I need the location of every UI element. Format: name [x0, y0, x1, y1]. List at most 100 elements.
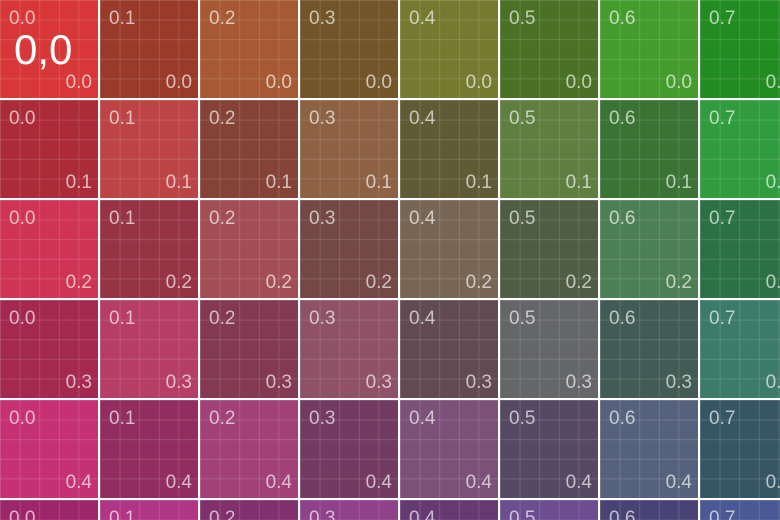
tile: 0.1 0.2 [100, 200, 198, 298]
tile: 0.6 0.1 [600, 100, 698, 198]
tile: 0.6 0.0 [600, 0, 698, 98]
v-label: 0.0 [765, 72, 780, 93]
v-label: 0.4 [65, 472, 92, 493]
tile: 0.1 0.1 [100, 100, 198, 198]
v-label: 0.3 [765, 372, 780, 393]
tile: 0.0 0.3 [0, 300, 98, 398]
u-label: 0.3 [309, 108, 336, 129]
tile: 0.3 0.1 [300, 100, 398, 198]
v-label: 0.0 [665, 72, 692, 93]
u-label: 0.0 [9, 408, 36, 429]
u-label: 0.3 [309, 508, 336, 520]
tile: 0.0 0.2 [0, 200, 98, 298]
u-label: 0.7 [709, 508, 736, 520]
tile: 0.30.5 [300, 500, 398, 520]
u-label: 0.6 [609, 8, 636, 29]
tile: 0.60.5 [600, 500, 698, 520]
u-label: 0.6 [609, 308, 636, 329]
v-label: 0.2 [65, 272, 92, 293]
v-label: 0.1 [765, 172, 780, 193]
v-label: 0.4 [265, 472, 292, 493]
v-label: 0.0 [565, 72, 592, 93]
u-label: 0.4 [409, 408, 436, 429]
v-label: 0.2 [365, 272, 392, 293]
v-label: 0.1 [365, 172, 392, 193]
u-label: 0.7 [709, 308, 736, 329]
tile: 0.2 0.1 [200, 100, 298, 198]
tile: 0.0 0.0 0,0 [0, 0, 98, 98]
tile: 0.20.5 [200, 500, 298, 520]
tile: 0.3 0.2 [300, 200, 398, 298]
tile: 0.00.5 [0, 500, 98, 520]
tile: 0.1 0.3 [100, 300, 198, 398]
v-label: 0.2 [565, 272, 592, 293]
v-label: 0.3 [565, 372, 592, 393]
v-label: 0.2 [465, 272, 492, 293]
origin-label: 0,0 [14, 26, 73, 73]
u-label: 0.2 [209, 208, 236, 229]
tile: 0.5 0.3 [500, 300, 598, 398]
tile: 0.40.5 [400, 500, 498, 520]
u-label: 0.0 [9, 508, 36, 520]
tile: 0.3 0.4 [300, 400, 398, 498]
tile: 0.2 0.3 [200, 300, 298, 398]
v-label: 0.1 [465, 172, 492, 193]
u-label: 0.5 [509, 508, 536, 520]
v-label: 0.2 [265, 272, 292, 293]
tile: 0.1 0.0 [100, 0, 198, 98]
u-label: 0.3 [309, 308, 336, 329]
tile: 0.0 0.1 [0, 100, 98, 198]
v-label: 0.4 [565, 472, 592, 493]
u-label: 0.2 [209, 8, 236, 29]
u-label: 0.0 [9, 8, 36, 29]
u-label: 0.6 [609, 108, 636, 129]
u-label: 0.4 [409, 508, 436, 520]
u-label: 0.5 [509, 408, 536, 429]
u-label: 0.4 [409, 308, 436, 329]
u-label: 0.4 [409, 208, 436, 229]
v-label: 0.1 [565, 172, 592, 193]
v-label: 0.0 [365, 72, 392, 93]
tile: 0.70.5 [700, 500, 780, 520]
v-label: 0.1 [65, 172, 92, 193]
v-label: 0.3 [465, 372, 492, 393]
v-label: 0.3 [265, 372, 292, 393]
u-label: 0.1 [109, 408, 136, 429]
tile: 0.6 0.2 [600, 200, 698, 298]
u-label: 0.7 [709, 208, 736, 229]
v-label: 0.0 [65, 72, 92, 93]
tile: 0.2 0.2 [200, 200, 298, 298]
tile: 0.7 0.3 [700, 300, 780, 398]
u-label: 0.7 [709, 108, 736, 129]
tile: 0.6 0.4 [600, 400, 698, 498]
u-label: 0.6 [609, 508, 636, 520]
u-label: 0.3 [309, 8, 336, 29]
tile: 0.5 0.2 [500, 200, 598, 298]
v-label: 0.2 [765, 272, 780, 293]
tile: 0.5 0.1 [500, 100, 598, 198]
tile: 0.7 0.0 [700, 0, 780, 98]
tile: 0.7 0.4 [700, 400, 780, 498]
v-label: 0.4 [765, 472, 780, 493]
tile: 0.50.5 [500, 500, 598, 520]
u-label: 0.6 [609, 208, 636, 229]
u-label: 0.6 [609, 408, 636, 429]
v-label: 0.3 [165, 372, 192, 393]
u-label: 0.1 [109, 108, 136, 129]
u-label: 0.2 [209, 408, 236, 429]
u-label: 0.5 [509, 8, 536, 29]
u-label: 0.2 [209, 508, 236, 520]
tile: 0.10.5 [100, 500, 198, 520]
u-label: 0.3 [309, 208, 336, 229]
u-label: 0.1 [109, 208, 136, 229]
u-label: 0.2 [209, 308, 236, 329]
tile: 0.7 0.2 [700, 200, 780, 298]
u-label: 0.0 [9, 308, 36, 329]
u-label: 0.3 [309, 408, 336, 429]
tile: 0.4 0.3 [400, 300, 498, 398]
v-label: 0.1 [665, 172, 692, 193]
u-label: 0.0 [9, 208, 36, 229]
tile: 0.5 0.4 [500, 400, 598, 498]
v-label: 0.1 [265, 172, 292, 193]
